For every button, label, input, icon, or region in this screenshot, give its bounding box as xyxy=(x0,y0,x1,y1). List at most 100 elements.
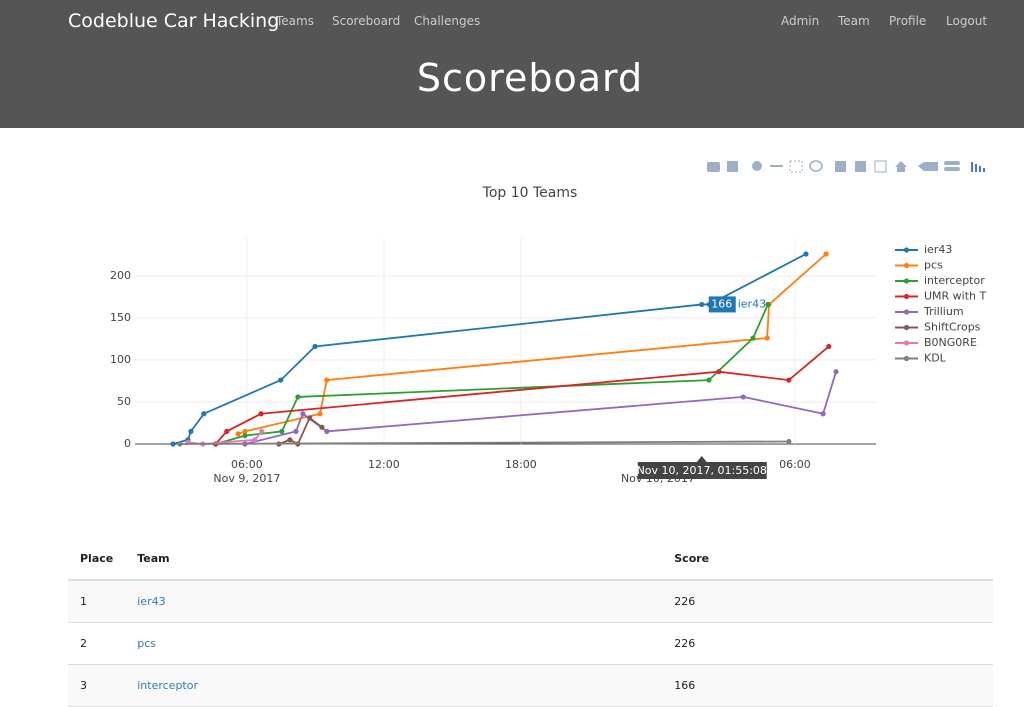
team-link[interactable]: pcs xyxy=(137,637,157,650)
data-point xyxy=(765,301,771,308)
legend-label: UMR with T xyxy=(924,290,987,303)
icon[interactable] xyxy=(707,162,720,172)
data-point xyxy=(324,377,330,383)
icon[interactable] xyxy=(944,161,960,165)
data-point xyxy=(287,437,293,443)
data-point xyxy=(319,424,325,430)
icon[interactable] xyxy=(874,160,887,173)
data-point xyxy=(317,411,323,417)
place: 2 xyxy=(68,622,126,665)
data-point xyxy=(699,301,705,308)
icon[interactable] xyxy=(944,167,960,171)
x-tick-label: 12:00 xyxy=(368,458,400,471)
chart: Top 10 Teams 0 50 100 150 200 06:00 12:00 18:00… xyxy=(110,160,987,485)
data-point xyxy=(833,369,839,375)
legend-label: pcs xyxy=(924,259,943,272)
legend-marker xyxy=(903,324,910,331)
data-point xyxy=(235,431,241,437)
icon[interactable] xyxy=(918,162,938,171)
hover-value: 166 xyxy=(711,297,732,310)
legend-marker xyxy=(903,262,910,269)
data-point xyxy=(786,438,792,445)
table-row: 1 ier43 226 xyxy=(68,580,993,623)
legend-label: KDL xyxy=(924,352,947,365)
y-tick-label: 200 xyxy=(110,269,131,282)
icon[interactable] xyxy=(727,161,738,172)
data-point xyxy=(293,428,299,434)
column-header: Team xyxy=(125,538,663,581)
data-point xyxy=(826,343,832,350)
nav-link[interactable]: Team xyxy=(838,14,870,28)
data-point xyxy=(279,428,285,434)
data-point xyxy=(177,441,183,447)
icon[interactable] xyxy=(770,165,783,167)
legend-marker xyxy=(903,247,910,253)
data-point xyxy=(242,432,248,439)
table-header: Place Team Score xyxy=(68,538,993,581)
data-point xyxy=(278,377,284,383)
team-link[interactable]: interceptor xyxy=(137,679,199,692)
legend-marker xyxy=(903,278,910,284)
data-point xyxy=(764,335,770,341)
data-point xyxy=(170,441,176,447)
modebar[interactable] xyxy=(707,160,985,173)
icon[interactable] xyxy=(895,161,907,172)
y-tick-label: 50 xyxy=(117,395,131,408)
data-point xyxy=(307,415,313,421)
nav-link[interactable]: Admin xyxy=(781,14,820,28)
x-tick-label: 06:00 xyxy=(779,458,811,471)
data-point xyxy=(224,428,230,434)
hover-caret xyxy=(696,456,707,462)
header: Codeblue Car Hacking Teams Scoreboard Ch… xyxy=(0,0,1024,128)
legend-label: interceptor xyxy=(924,274,985,287)
data-point xyxy=(823,251,829,257)
score: 226 xyxy=(662,580,993,623)
data-point xyxy=(803,251,809,257)
legend-label: Trillium xyxy=(923,305,964,318)
data-point xyxy=(295,394,301,400)
place: 1 xyxy=(68,580,126,623)
legend-label: B0NG0RE xyxy=(924,336,977,349)
place: 3 xyxy=(68,664,126,707)
legend-label: ier43 xyxy=(924,243,952,256)
table-row: 3 interceptor 166 xyxy=(68,664,993,707)
chart-title: Top 10 Teams xyxy=(482,185,578,201)
data-point xyxy=(750,335,756,341)
team-link[interactable]: ier43 xyxy=(137,595,166,608)
x-tick-label: 18:00 xyxy=(505,458,537,471)
x-tick-label: 06:00 xyxy=(231,458,263,471)
icon[interactable] xyxy=(971,162,985,172)
icon[interactable] xyxy=(789,160,803,173)
data-point xyxy=(300,411,306,417)
y-tick-label: 100 xyxy=(110,353,131,366)
icon[interactable] xyxy=(835,161,846,172)
nav-link[interactable]: Logout xyxy=(946,14,988,28)
series-line xyxy=(215,345,830,445)
series-line xyxy=(172,253,807,445)
nav-link[interactable]: Challenges xyxy=(414,14,481,28)
data-point xyxy=(820,411,826,417)
series-line xyxy=(179,440,789,445)
data-point xyxy=(740,394,746,400)
hover-x-box xyxy=(637,462,767,479)
brand[interactable]: Codeblue Car Hacking xyxy=(68,10,280,32)
table-row: 2 pcs 226 xyxy=(68,622,993,665)
icon[interactable] xyxy=(809,160,823,172)
data-point xyxy=(312,343,318,350)
legend-marker xyxy=(903,355,910,362)
icon[interactable] xyxy=(855,161,866,172)
column-header: Score xyxy=(662,538,993,581)
legend-label: ShiftCrops xyxy=(924,321,981,334)
legend-marker xyxy=(903,293,910,300)
data-point xyxy=(786,377,792,383)
data-point xyxy=(252,437,258,443)
hover-box xyxy=(708,296,736,313)
hover-series: ier43 xyxy=(738,297,766,310)
nav-link[interactable]: Profile xyxy=(889,14,927,28)
data-point xyxy=(706,377,712,383)
nav-link[interactable]: Scoreboard xyxy=(332,14,401,28)
nav-link[interactable]: Teams xyxy=(276,14,314,28)
score: 226 xyxy=(662,622,993,665)
icon[interactable] xyxy=(752,161,762,171)
data-point xyxy=(258,411,264,417)
